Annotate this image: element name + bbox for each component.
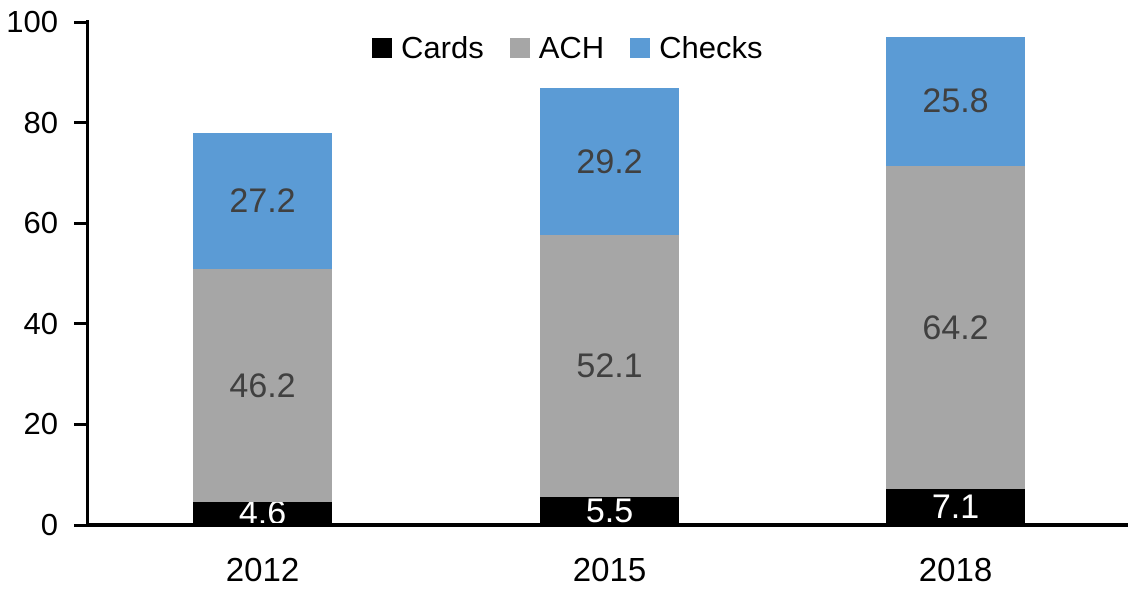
bar-value-label: 46.2 [229,366,296,405]
chart-legend: Cards ACH Checks [372,30,763,66]
y-axis-tick [74,422,87,426]
bar-segment-2018-cards: 7.1 [886,489,1025,525]
y-axis-tick-label: 100 [6,4,58,39]
y-axis-line [86,20,89,527]
x-axis-category-label: 2018 [918,551,993,588]
bar-value-label: 52.1 [576,347,643,386]
bar-segment-2012-ach: 46.2 [193,269,332,502]
y-axis-tick [74,121,87,125]
y-axis-tick [74,523,87,527]
bar-value-label: 29.2 [576,142,643,181]
bar-segment-2018-checks: 25.8 [886,36,1025,167]
legend-swatch-icon [372,38,392,58]
y-axis-tick [74,20,87,24]
y-axis-tick-label: 60 [23,205,58,241]
y-axis-tick-label: 40 [23,305,58,341]
legend-item-checks: Checks [630,30,763,65]
bar-segment-2012-cards: 4.6 [193,496,332,530]
bar-value-label: 7.1 [931,488,980,527]
legend-label: ACH [538,30,605,65]
bar-value-label: 5.5 [585,492,634,531]
bar-segment-2018-ach: 64.2 [886,166,1025,490]
y-axis-tick-label: 20 [23,406,58,442]
y-axis-tick [74,322,87,326]
y-axis-tick-label: 80 [23,104,58,140]
bar-segment-2015-checks: 29.2 [540,88,679,236]
bar-segment-2015-cards: 5.5 [540,492,679,531]
legend-label: Cards [401,30,484,65]
bar-segment-2012-checks: 27.2 [193,132,332,270]
bar-value-label: 25.8 [922,82,989,121]
x-axis-line [86,523,1128,527]
legend-item-ach: ACH [509,30,605,65]
y-axis-tick [74,221,87,225]
legend-item-cards: Cards [372,31,484,65]
x-axis-category-label: 2012 [225,551,300,588]
bar-value-label: 27.2 [229,182,296,221]
bar-segment-2015-ach: 52.1 [540,235,679,498]
x-axis-category-label: 2015 [572,551,647,588]
legend-swatch-icon [630,38,651,58]
y-axis-tick-label: 0 [40,507,58,542]
bar-value-label: 64.2 [922,308,989,347]
legend-swatch-icon [509,38,530,58]
legend-label: Checks [659,30,763,65]
